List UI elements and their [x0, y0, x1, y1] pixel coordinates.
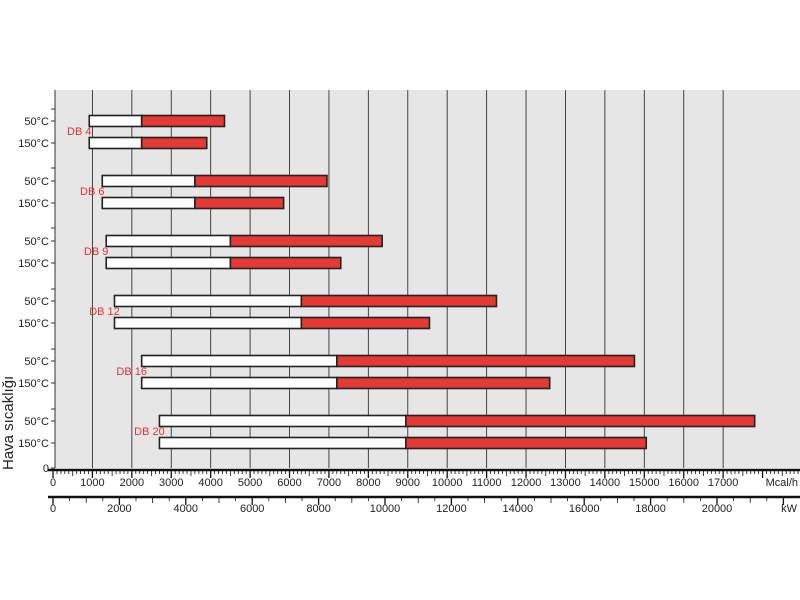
mcal-tick-label: 16000: [668, 477, 699, 489]
bar-group: [140, 354, 636, 390]
bar-high-segment: [140, 114, 226, 128]
plot-background: [55, 90, 800, 468]
bar-low-segment: [105, 234, 232, 248]
mcal-tick-label: 8000: [356, 477, 380, 489]
bar-group: [101, 174, 328, 210]
mcal-unit-label: Mcal/h: [766, 477, 798, 489]
kw-tick-label: 18000: [635, 503, 666, 515]
x-axis-kw: 0 2000 4000 6000 8000 10000 12000 14000 16000 180…: [48, 495, 800, 515]
kw-tick-label: 0: [50, 503, 56, 515]
bar-low-segment: [140, 376, 338, 390]
temperature-label: 50°C: [24, 296, 49, 308]
bar-low-segment: [113, 294, 303, 308]
bar-low-segment: [101, 174, 196, 188]
bar-low-segment: [101, 196, 196, 210]
mcal-tick-label: 3000: [159, 477, 183, 489]
bar-low-segment: [158, 414, 407, 428]
mcal-tick-label: 12000: [511, 477, 542, 489]
kw-tick-label: 12000: [436, 503, 467, 515]
bar-group: [113, 294, 498, 330]
kw-tick-label: 10000: [370, 503, 401, 515]
group-label: DB 20: [134, 426, 165, 438]
mcal-tick-label: 7000: [317, 477, 341, 489]
bar-low-segment: [88, 136, 143, 150]
kw-unit-label: kW: [781, 503, 798, 515]
group-label: DB 16: [116, 366, 147, 378]
bar-high-segment: [405, 414, 756, 428]
temperature-label: 150°C: [18, 438, 49, 450]
mcal-tick-label: 11000: [472, 477, 502, 489]
temperature-label: 150°C: [18, 198, 49, 210]
bar-low-segment: [113, 316, 303, 330]
bar-high-segment: [300, 294, 498, 308]
bar-high-segment: [336, 354, 636, 368]
mcal-tick-label: 1000: [80, 477, 104, 489]
mcal-tick-label: 5000: [238, 477, 262, 489]
bar-groups: [88, 114, 756, 450]
kw-tick-label: 2000: [107, 503, 131, 515]
temperature-label: 50°C: [24, 116, 49, 128]
mcal-tick-label: 15000: [629, 477, 660, 489]
group-label: DB 12: [89, 306, 120, 318]
kw-tick-label: 8000: [306, 503, 330, 515]
mcal-tick-label: 0: [50, 477, 56, 489]
temperature-label: 50°C: [24, 176, 49, 188]
temperature-label: 50°C: [24, 236, 49, 248]
mcal-tick-label: 13000: [550, 477, 581, 489]
bar-high-segment: [405, 436, 648, 450]
y-axis-label: Hava sıcaklığı: [0, 376, 17, 470]
bar-high-segment: [229, 234, 383, 248]
mcal-tick-label: 14000: [590, 477, 621, 489]
kw-tick-label: 14000: [503, 503, 534, 515]
row-labels: 50°C 150°C DB 4 50°C 150°C DB 6 50°C 150°C DB 9 5…: [18, 108, 165, 475]
bar-group: [105, 234, 383, 270]
x-axis-mcal: 0 1000 2000 3000 4000 5000 6000 7000 8000 9000 100…: [48, 468, 800, 489]
bar-high-segment: [140, 136, 208, 150]
group-label: DB 4: [67, 126, 91, 138]
kw-tick-label: 4000: [174, 503, 198, 515]
temperature-label: 150°C: [18, 138, 49, 150]
y-zero-label: 0: [43, 463, 49, 475]
group-label: DB 9: [84, 246, 108, 258]
bar-high-segment: [300, 316, 431, 330]
kw-tick-label: 20000: [702, 503, 733, 515]
bar-low-segment: [140, 354, 338, 368]
bar-low-segment: [158, 436, 407, 450]
bar-group: [158, 414, 756, 450]
bar-high-segment: [194, 174, 328, 188]
grid-lines: [54, 90, 724, 468]
bar-high-segment: [229, 256, 342, 270]
temperature-label: 150°C: [18, 258, 49, 270]
mcal-tick-label: 10000: [432, 477, 463, 489]
mcal-tick-label: 4000: [198, 477, 222, 489]
temperature-label: 150°C: [18, 378, 49, 390]
temperature-label: 150°C: [18, 318, 49, 330]
bar-low-segment: [88, 114, 143, 128]
temperature-label: 50°C: [24, 416, 49, 428]
group-label: DB 6: [80, 186, 104, 198]
bar-high-segment: [194, 196, 285, 210]
temperature-label: 50°C: [24, 356, 49, 368]
bar-high-segment: [336, 376, 551, 390]
kw-tick-label: 16000: [569, 503, 600, 515]
mcal-tick-label: 2000: [120, 477, 144, 489]
kw-tick-label: 6000: [240, 503, 264, 515]
mcal-tick-label: 9000: [396, 477, 420, 489]
mcal-tick-label: 17000: [708, 477, 739, 489]
bar-group: [88, 114, 226, 150]
bar-low-segment: [105, 256, 232, 270]
mcal-tick-label: 6000: [277, 477, 301, 489]
